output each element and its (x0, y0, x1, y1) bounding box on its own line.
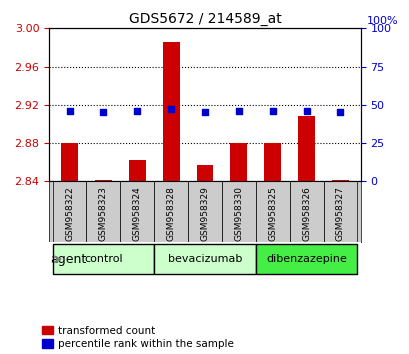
Bar (255, 181, 289, 242)
Text: GSM958326: GSM958326 (301, 186, 310, 241)
Bar (196, 165, 213, 181)
Bar (120, 181, 154, 242)
Point (66, 108, 73, 114)
Bar (323, 181, 357, 242)
Bar (52, 181, 86, 242)
Point (167, 107, 174, 112)
Bar (154, 244, 255, 274)
Bar (61, 143, 78, 181)
Text: GSM958325: GSM958325 (267, 186, 276, 241)
Bar (331, 180, 348, 181)
Text: bevacizumab: bevacizumab (167, 254, 242, 264)
Point (201, 110, 208, 115)
Point (336, 110, 343, 115)
Bar (128, 160, 145, 181)
Point (100, 110, 106, 115)
Text: GSM958324: GSM958324 (133, 186, 142, 241)
Text: control: control (84, 254, 122, 264)
Bar (221, 181, 255, 242)
Text: dibenzazepine: dibenzazepine (265, 254, 346, 264)
Text: GSM958327: GSM958327 (335, 186, 344, 241)
Text: 100%: 100% (366, 16, 397, 25)
Text: GSM958330: GSM958330 (234, 186, 243, 241)
Text: GSM958323: GSM958323 (99, 186, 108, 241)
Bar (162, 42, 179, 181)
Legend: transformed count, percentile rank within the sample: transformed count, percentile rank withi… (42, 326, 233, 349)
Point (134, 108, 140, 114)
Text: GSM958329: GSM958329 (200, 186, 209, 241)
Bar (86, 181, 120, 242)
Bar (297, 116, 314, 181)
Text: GSM958328: GSM958328 (166, 186, 175, 241)
Bar (188, 181, 221, 242)
Bar (154, 181, 188, 242)
Bar (230, 143, 247, 181)
Point (235, 108, 242, 114)
Point (269, 108, 275, 114)
Point (303, 108, 309, 114)
Title: GDS5672 / 214589_at: GDS5672 / 214589_at (128, 12, 281, 26)
Bar (264, 143, 281, 181)
Bar (289, 181, 323, 242)
Text: GSM958322: GSM958322 (65, 186, 74, 241)
Bar (255, 244, 357, 274)
Bar (95, 180, 112, 181)
Bar (52, 244, 154, 274)
Text: agent: agent (50, 253, 87, 266)
